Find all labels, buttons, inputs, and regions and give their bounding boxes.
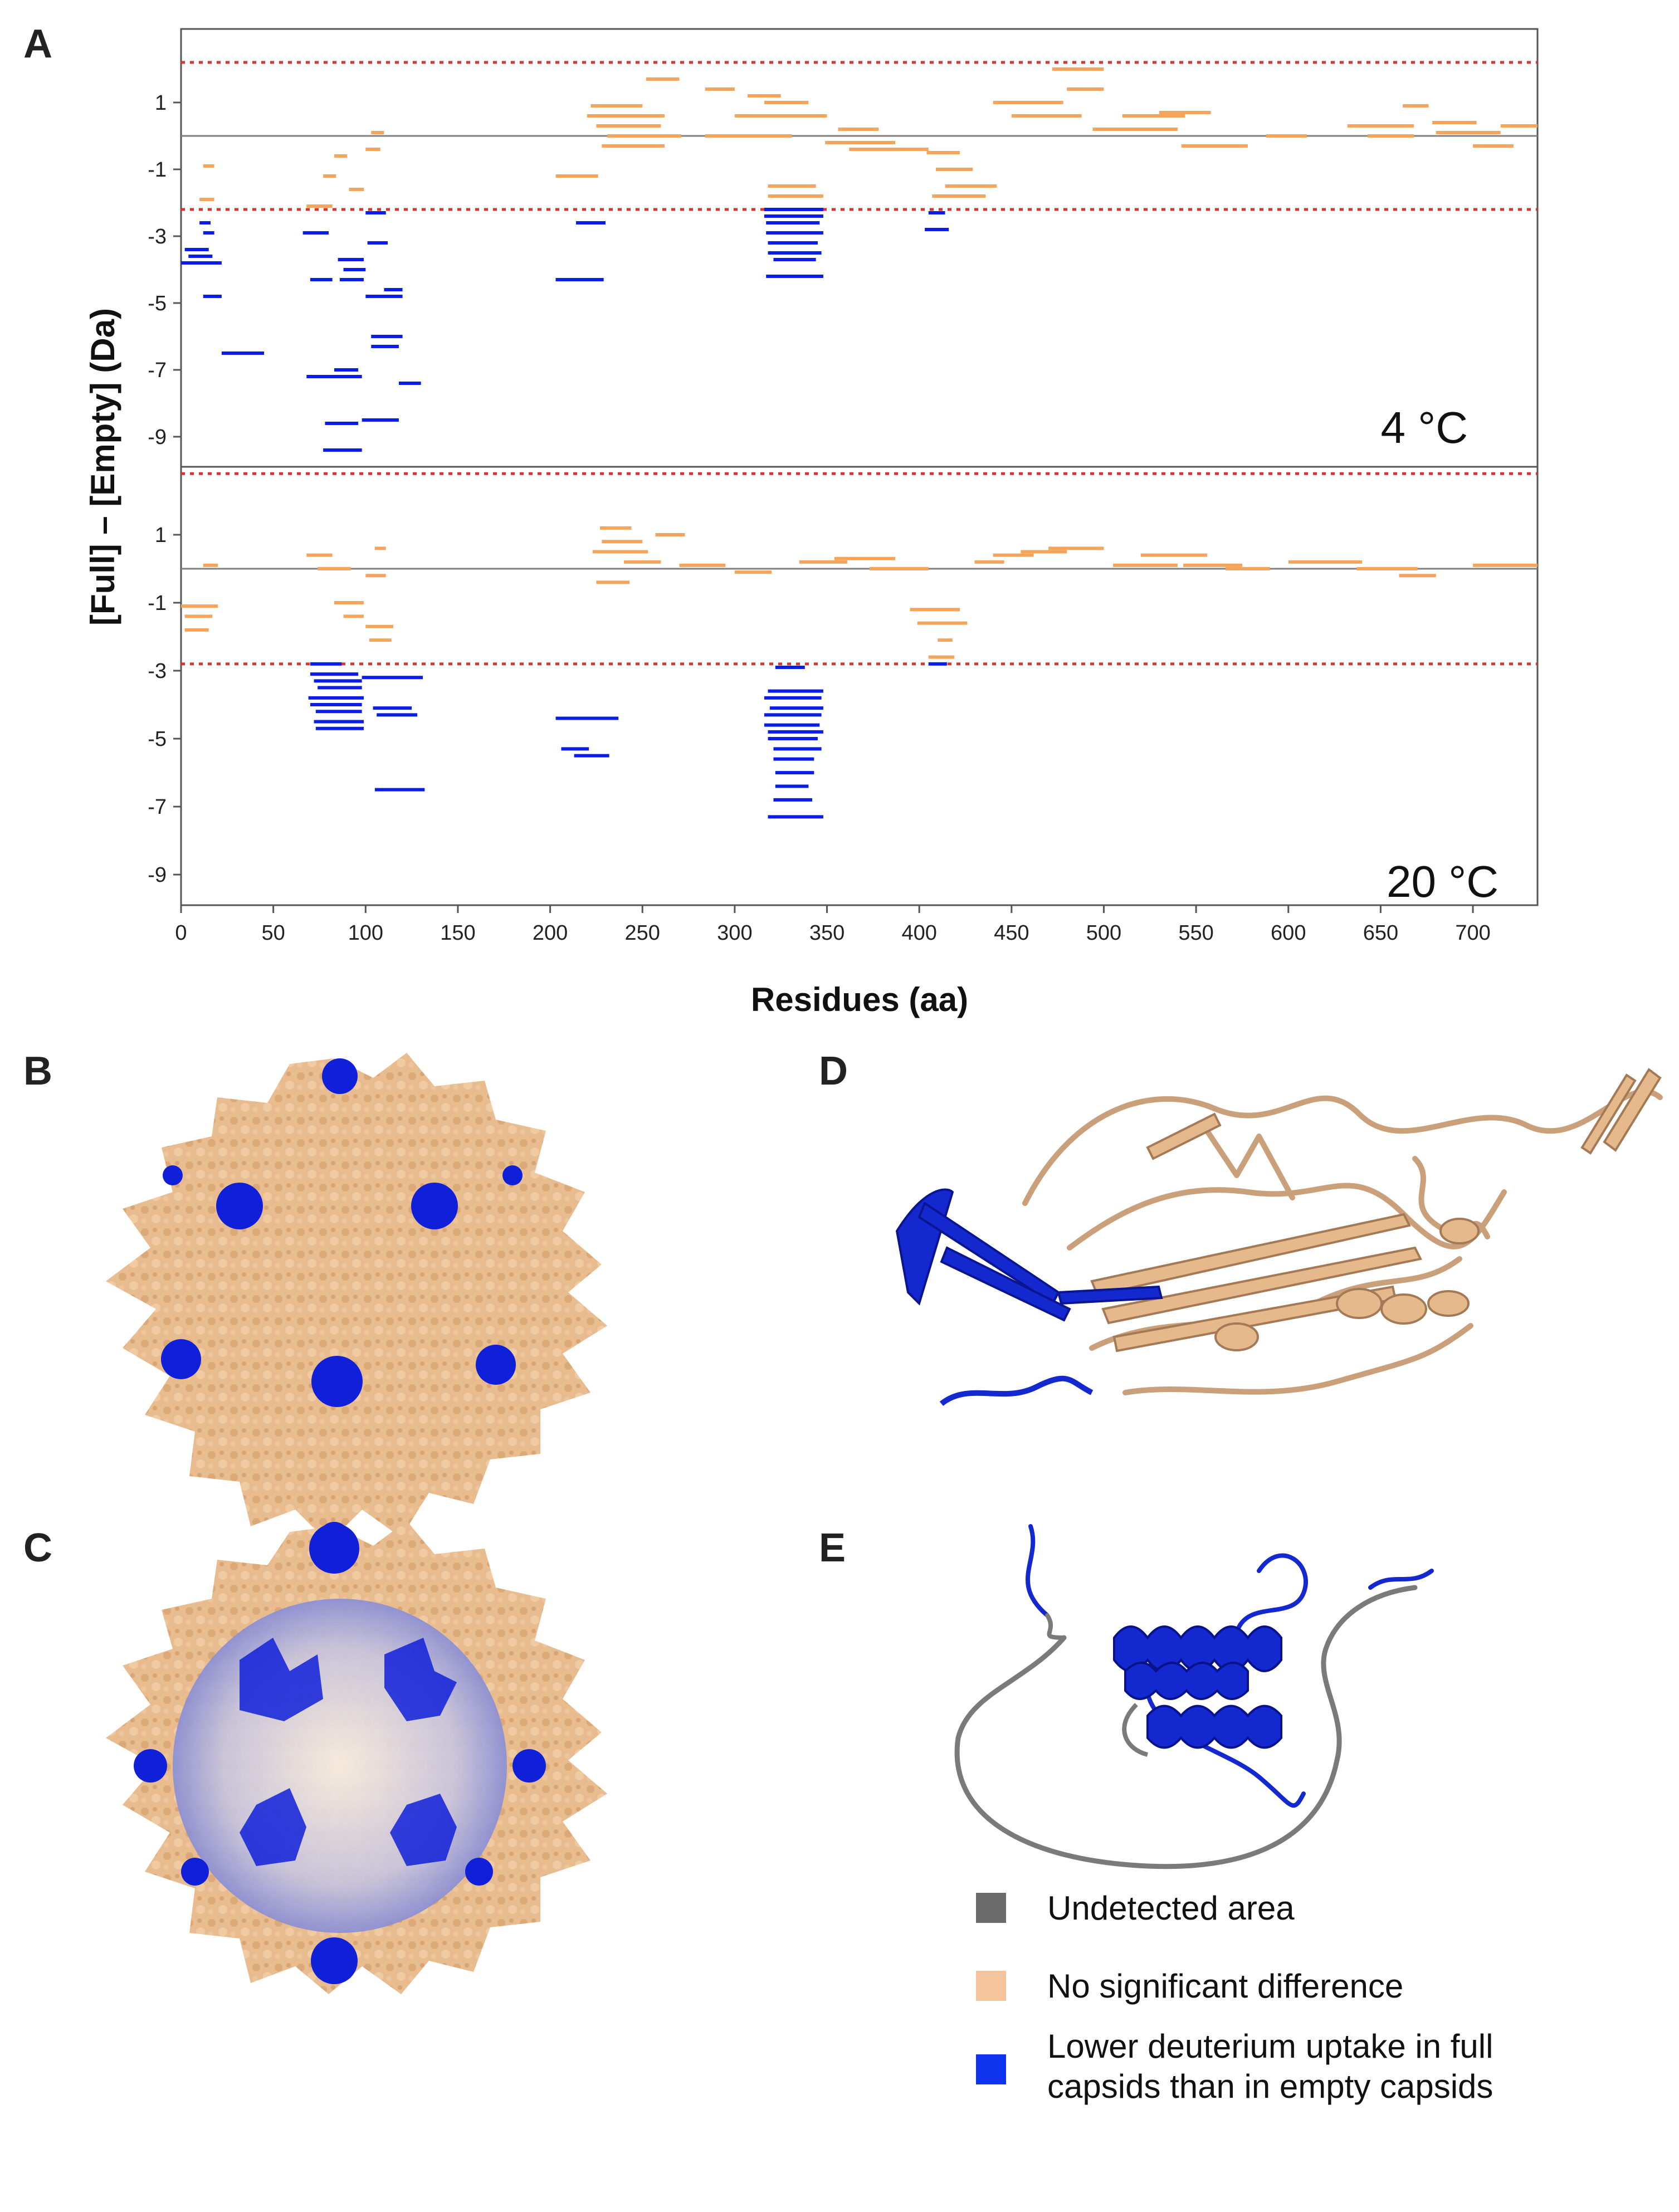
temperature-label: 20 °C bbox=[1387, 857, 1499, 906]
capsid-surface-cutaway-icon bbox=[106, 1521, 607, 1994]
panel-frame bbox=[180, 466, 1539, 906]
panel-frame bbox=[180, 28, 1539, 468]
legend-item-lower-uptake: Lower deuterium uptake in full capsids t… bbox=[976, 2027, 1493, 2107]
y-tick-label: -7 bbox=[148, 795, 167, 819]
x-tick-label: 600 bbox=[1271, 921, 1306, 945]
y-tick-label: -5 bbox=[148, 292, 167, 315]
x-tick-label: 250 bbox=[625, 921, 660, 945]
x-tick-label: 550 bbox=[1178, 921, 1213, 945]
panel-label-c: C bbox=[23, 1526, 52, 1570]
y-tick-label: -1 bbox=[148, 592, 167, 615]
legend-label-lower-uptake: Lower deuterium uptake in full capsids t… bbox=[1047, 2028, 1493, 2105]
cutaway-highlights bbox=[134, 1524, 546, 1984]
x-axis-label: Residues (aa) bbox=[751, 981, 968, 1018]
legend-swatch-lower-uptake bbox=[976, 2054, 1006, 2084]
panel-label-b: B bbox=[23, 1049, 52, 1093]
panel-label-d: D bbox=[819, 1049, 848, 1093]
x-tick-label: 200 bbox=[533, 921, 568, 945]
legend-swatch-undetected bbox=[976, 1893, 1006, 1923]
capsid-interior bbox=[173, 1599, 507, 1933]
y-tick-label: -7 bbox=[148, 359, 167, 382]
y-tick-label: -1 bbox=[148, 158, 167, 182]
x-tick-label: 450 bbox=[994, 921, 1029, 945]
capsid-outline bbox=[106, 1053, 607, 1543]
y-tick-label: -3 bbox=[148, 660, 167, 683]
x-tick-label: 650 bbox=[1363, 921, 1398, 945]
x-tick-label: 500 bbox=[1086, 921, 1121, 945]
y-tick-label: 1 bbox=[155, 524, 167, 547]
x-tick-label: 700 bbox=[1455, 921, 1490, 945]
y-axis-label: [Full] – [Empty] (Da) bbox=[84, 308, 121, 626]
vp1u-ribbon-icon bbox=[954, 1524, 1434, 1869]
y-tick-label: -3 bbox=[148, 225, 167, 248]
plot-panel-4c bbox=[181, 61, 1538, 452]
vp-ribbon-icon bbox=[895, 1068, 1663, 1407]
x-tick-label: 0 bbox=[175, 921, 187, 945]
panel-label-a: A bbox=[23, 22, 52, 66]
y-tick-label: -9 bbox=[148, 426, 167, 449]
x-tick-label: 300 bbox=[717, 921, 752, 945]
x-tick-label: 150 bbox=[440, 921, 475, 945]
legend-item-no-difference: No significant difference bbox=[976, 1966, 1403, 2006]
temperature-label: 4 °C bbox=[1381, 403, 1468, 452]
capsid-surface-outer-icon bbox=[106, 1053, 607, 1553]
y-tick-label: -5 bbox=[148, 727, 167, 751]
x-tick-label: 50 bbox=[262, 921, 285, 945]
x-tick-label: 350 bbox=[809, 921, 845, 945]
y-tick-label: 1 bbox=[155, 91, 167, 115]
x-tick-label: 100 bbox=[348, 921, 383, 945]
plot-axes bbox=[173, 28, 1539, 913]
difference-plot: 1 -1 -3 -5 -7 -9 4 °C 1 -1 -3 -5 -7 -9 20 °C 0 50 100 150… bbox=[84, 28, 1539, 1018]
x-tick-label: 400 bbox=[901, 921, 936, 945]
legend-item-undetected: Undetected area bbox=[976, 1888, 1295, 1928]
panel-label-e: E bbox=[819, 1526, 846, 1570]
legend-label-no-difference: No significant difference bbox=[1047, 1967, 1404, 2005]
y-tick-label: -9 bbox=[148, 863, 167, 887]
legend-swatch-no-difference bbox=[976, 1971, 1006, 2001]
legend-label-undetected: Undetected area bbox=[1047, 1889, 1295, 1927]
plot-panel-20c bbox=[181, 472, 1538, 819]
plot-labels: 1 -1 -3 -5 -7 -9 4 °C 1 -1 -3 -5 -7 -9 20 °C 0 50 100 150… bbox=[84, 91, 1499, 1018]
